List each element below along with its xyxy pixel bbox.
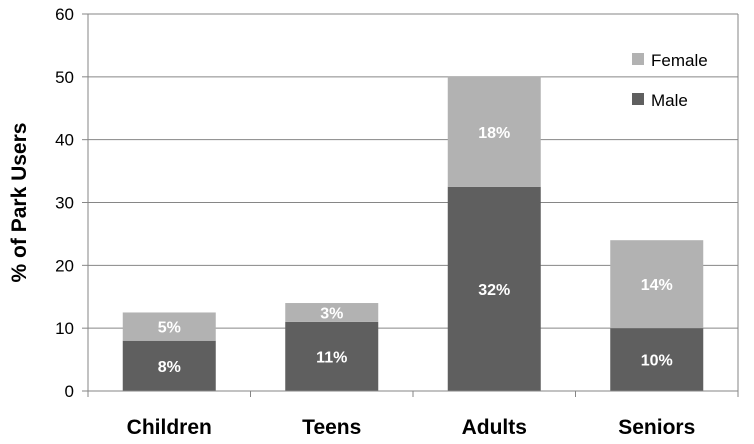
data-label-male-seniors: 10% — [641, 353, 673, 370]
y-tick-label: 40 — [55, 131, 74, 150]
x-category-label: Adults — [462, 416, 527, 439]
y-tick-label: 60 — [55, 5, 74, 24]
x-category-label: Seniors — [618, 416, 695, 439]
bars — [122, 76, 704, 391]
bar-male-adults — [447, 186, 541, 391]
y-tick-label: 10 — [55, 319, 74, 338]
y-tick-label: 30 — [55, 194, 74, 213]
data-label-male-children: 8% — [158, 359, 181, 376]
x-category-label: Children — [127, 416, 212, 439]
legend-label-female: Female — [651, 51, 708, 70]
data-label-male-teens: 11% — [316, 349, 347, 366]
bar-female-teens — [285, 303, 379, 322]
data-labels: 8% 5% 11% 3% 32% 18% 10% 14% — [158, 125, 673, 376]
data-label-female-adults: 18% — [478, 125, 510, 142]
bar-male-teens — [285, 321, 379, 391]
legend-swatch-male — [632, 93, 644, 105]
y-axis-ticks: 0 10 20 30 40 50 60 — [55, 5, 74, 401]
bar-female-adults — [447, 76, 541, 187]
data-label-female-teens: 3% — [320, 305, 343, 322]
data-label-female-children: 5% — [158, 320, 181, 337]
legend: Female Male — [632, 51, 708, 110]
bar-male-seniors — [610, 328, 704, 391]
data-label-female-seniors: 14% — [641, 277, 673, 294]
y-axis-label: % of Park Users — [8, 123, 31, 283]
bar-male-children — [122, 340, 216, 391]
legend-label-male: Male — [651, 91, 688, 110]
legend-swatch-female — [632, 53, 644, 65]
data-label-male-adults: 32% — [478, 282, 510, 299]
y-tick-label: 0 — [65, 382, 74, 401]
x-category-label: Teens — [302, 416, 361, 439]
y-tick-label: 50 — [55, 68, 74, 87]
y-tick-label: 20 — [55, 256, 74, 275]
bar-female-seniors — [610, 240, 704, 329]
bar-female-children — [122, 312, 216, 341]
x-axis-categories: Children Teens Adults Seniors — [127, 416, 696, 439]
